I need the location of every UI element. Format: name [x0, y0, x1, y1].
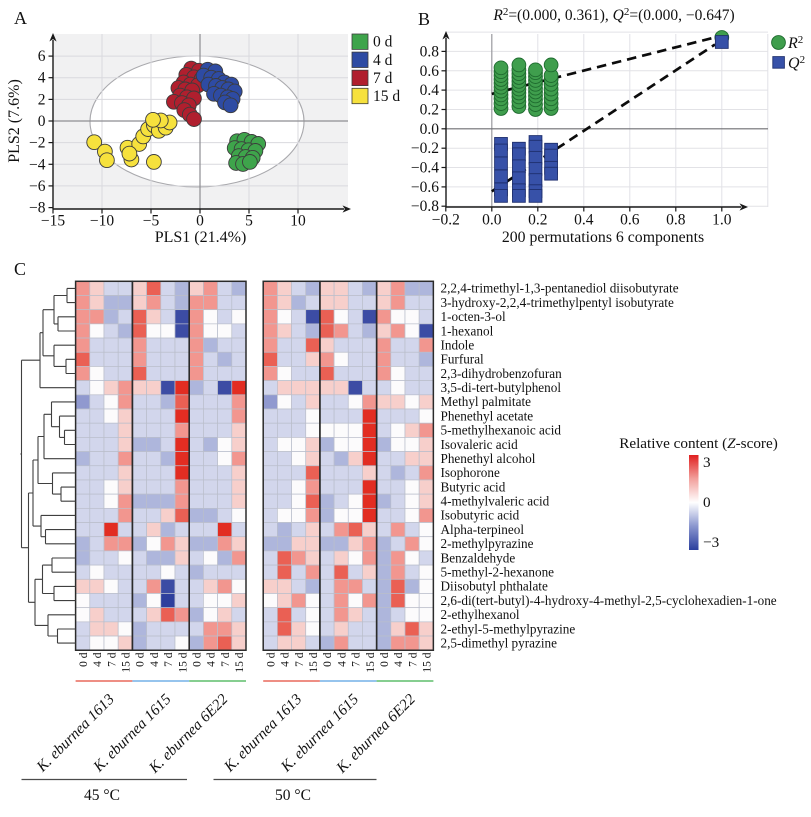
svg-text:−15: −15 [41, 213, 65, 230]
svg-text:−6: −6 [29, 178, 46, 195]
svg-text:0.0: 0.0 [482, 212, 502, 229]
svg-text:15 d: 15 d [121, 652, 133, 672]
svg-text:0 d: 0 d [266, 652, 278, 667]
svg-text:0.8: 0.8 [666, 212, 686, 229]
svg-text:C: C [14, 259, 26, 279]
svg-text:50 °C: 50 °C [275, 787, 311, 804]
svg-text:0.2: 0.2 [528, 212, 547, 229]
svg-text:R2: R2 [787, 34, 803, 52]
svg-text:Diisobutyl phthalate: Diisobutyl phthalate [441, 579, 548, 594]
svg-text:0.2: 0.2 [420, 102, 439, 119]
svg-text:7 d: 7 d [163, 652, 175, 667]
svg-text:2-ethylhexanol: 2-ethylhexanol [441, 607, 520, 622]
svg-text:Phenethyl alcohol: Phenethyl alcohol [441, 451, 536, 466]
svg-text:15 d: 15 d [373, 88, 400, 105]
svg-text:2,6-di(tert-butyl)-4-hydroxy-4: 2,6-di(tert-butyl)-4-hydroxy-4-methyl-2,… [441, 593, 777, 608]
svg-text:2,5-dimethyl pyrazine: 2,5-dimethyl pyrazine [441, 635, 558, 650]
svg-text:−4: −4 [29, 156, 46, 173]
svg-text:0: 0 [38, 113, 46, 130]
svg-text:4 d: 4 d [280, 652, 292, 667]
svg-text:B: B [418, 9, 430, 29]
svg-text:7 d: 7 d [373, 70, 393, 87]
svg-text:Indole: Indole [441, 338, 475, 353]
svg-text:Isovaleric acid: Isovaleric acid [441, 437, 519, 452]
svg-text:PLS2 (7.6%): PLS2 (7.6%) [6, 79, 23, 163]
svg-text:5-methylhexanoic acid: 5-methylhexanoic acid [441, 423, 562, 438]
svg-text:7 d: 7 d [351, 652, 363, 667]
svg-text:15 d: 15 d [234, 652, 246, 672]
svg-text:5-methyl-2-hexanone: 5-methyl-2-hexanone [441, 565, 555, 580]
svg-text:0 d: 0 d [135, 652, 147, 667]
svg-text:−5: −5 [143, 213, 160, 230]
svg-text:Butyric acid: Butyric acid [441, 479, 506, 494]
svg-text:Benzaldehyde: Benzaldehyde [441, 550, 516, 565]
svg-text:2-ethyl-5-methylpyrazine: 2-ethyl-5-methylpyrazine [441, 621, 576, 636]
svg-text:4 d: 4 d [373, 52, 393, 69]
svg-text:15 d: 15 d [177, 652, 189, 672]
svg-text:0: 0 [196, 213, 204, 230]
svg-text:−0.2: −0.2 [411, 140, 439, 157]
svg-text:7 d: 7 d [220, 652, 232, 667]
svg-text:−0.8: −0.8 [411, 198, 439, 215]
svg-text:7 d: 7 d [106, 652, 118, 667]
svg-text:0.4: 0.4 [574, 212, 594, 229]
svg-text:0 d: 0 d [379, 652, 391, 667]
svg-text:A: A [14, 8, 27, 28]
svg-text:2,2,4-trimethyl-1,3-pentanedio: 2,2,4-trimethyl-1,3-pentanediol diisobut… [441, 281, 679, 296]
svg-text:4 d: 4 d [92, 652, 104, 667]
svg-text:0.6: 0.6 [620, 212, 640, 229]
svg-text:0.4: 0.4 [420, 82, 440, 99]
svg-text:4: 4 [38, 70, 46, 87]
svg-text:7 d: 7 d [294, 652, 306, 667]
svg-text:0 d: 0 d [322, 652, 334, 667]
svg-text:−0.4: −0.4 [411, 160, 439, 177]
svg-text:3-hydroxy-2,2,4-trimethylpenty: 3-hydroxy-2,2,4-trimethylpentyl isobutyr… [441, 295, 674, 310]
svg-text:2,3-dihydrobenzofuran: 2,3-dihydrobenzofuran [441, 366, 563, 381]
svg-text:2-methylpyrazine: 2-methylpyrazine [441, 536, 534, 551]
svg-text:R2=(0.000, 0.361), Q2=(0.000,: R2=(0.000, 0.361), Q2=(0.000, −0.647) [492, 6, 734, 24]
svg-text:1-octen-3-ol: 1-octen-3-ol [441, 309, 507, 324]
svg-text:2: 2 [38, 91, 46, 108]
svg-text:−0.6: −0.6 [411, 179, 439, 196]
svg-text:Furfural: Furfural [441, 352, 485, 367]
svg-text:1.0: 1.0 [712, 212, 732, 229]
svg-text:Phenethyl acetate: Phenethyl acetate [441, 408, 534, 423]
svg-text:Isobutyric acid: Isobutyric acid [441, 508, 520, 523]
svg-text:Isophorone: Isophorone [441, 465, 500, 480]
svg-text:3,5-di-tert-butylphenol: 3,5-di-tert-butylphenol [441, 380, 562, 395]
svg-text:4 d: 4 d [336, 652, 348, 667]
svg-text:4-methylvaleric acid: 4-methylvaleric acid [441, 494, 550, 509]
svg-text:45 °C: 45 °C [84, 787, 120, 804]
svg-text:Relative content (Z-score): Relative content (Z-score) [619, 435, 778, 452]
svg-text:200 permutations 6 components: 200 permutations 6 components [502, 229, 704, 246]
svg-text:7 d: 7 d [407, 652, 419, 667]
svg-text:5: 5 [245, 213, 253, 230]
svg-text:4 d: 4 d [149, 652, 161, 667]
svg-text:0 d: 0 d [192, 652, 204, 667]
svg-text:0 d: 0 d [78, 652, 90, 667]
svg-text:0: 0 [703, 494, 711, 511]
svg-text:PLS1 (21.4%): PLS1 (21.4%) [155, 229, 247, 246]
svg-text:0 d: 0 d [373, 34, 393, 51]
svg-text:0.8: 0.8 [420, 43, 440, 60]
svg-text:10: 10 [290, 213, 306, 230]
svg-text:Q2: Q2 [788, 54, 805, 72]
svg-text:15 d: 15 d [422, 652, 434, 672]
svg-text:−0.2: −0.2 [432, 212, 460, 229]
svg-text:1-hexanol: 1-hexanol [441, 323, 494, 338]
svg-text:0.6: 0.6 [420, 63, 440, 80]
svg-text:Methyl palmitate: Methyl palmitate [441, 394, 532, 409]
svg-text:4 d: 4 d [393, 652, 405, 667]
svg-text:Alpha-terpineol: Alpha-terpineol [441, 522, 525, 537]
svg-text:0.0: 0.0 [420, 121, 440, 138]
svg-text:4 d: 4 d [206, 652, 218, 667]
svg-text:−2: −2 [29, 135, 46, 152]
svg-text:15 d: 15 d [308, 652, 320, 672]
svg-text:−3: −3 [703, 534, 719, 551]
svg-text:−10: −10 [90, 213, 114, 230]
svg-text:3: 3 [703, 454, 711, 471]
svg-text:6: 6 [38, 48, 46, 65]
svg-text:−8: −8 [29, 200, 46, 217]
svg-text:15 d: 15 d [365, 652, 377, 672]
